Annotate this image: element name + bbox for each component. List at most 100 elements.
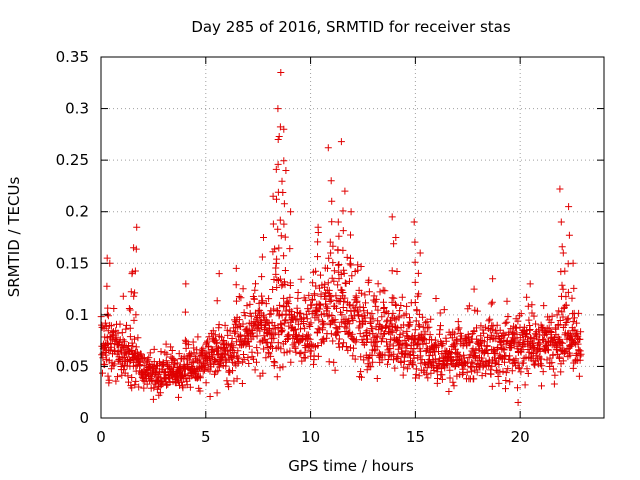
data-point [292,316,300,324]
data-point [286,347,294,355]
data-point [548,312,556,320]
data-point [545,324,553,332]
data-point [502,377,510,384]
data-point [274,225,282,233]
data-point [206,367,214,375]
chart-title: Day 285 of 2016, SRMTID for receiver sta… [191,18,511,36]
data-point [271,325,279,333]
data-point [512,324,520,332]
data-point [280,294,288,302]
data-point [203,339,211,347]
data-point [240,356,248,364]
data-point [291,344,299,352]
data-point [272,264,280,272]
data-point [334,281,342,289]
data-point [483,342,491,350]
data-point [470,328,478,336]
data-point [540,302,548,310]
data-point [550,380,558,388]
data-point [281,317,289,325]
data-point [409,361,417,369]
data-point [551,334,558,342]
data-point [168,347,176,354]
data-point [498,332,506,340]
y-tick-label: 0.1 [65,306,89,324]
data-point [525,316,533,324]
data-point [325,358,333,366]
data-point [372,302,380,310]
data-point [122,325,130,333]
data-point [441,364,449,372]
data-point [132,377,140,385]
data-point [269,220,277,228]
data-point [337,138,345,146]
data-point [403,327,411,335]
data-point [354,261,362,269]
data-point [196,356,204,364]
y-tick-label: 0.3 [65,100,89,118]
data-point [555,307,563,315]
data-point [101,319,109,327]
data-point [565,231,573,239]
data-point [372,295,380,303]
data-point [468,358,476,366]
data-point [341,294,349,302]
data-point [303,315,311,323]
data-point [163,381,170,389]
data-point [556,354,563,362]
data-point [260,345,268,353]
data-point [405,322,413,330]
data-point [181,336,189,344]
data-point [511,335,519,343]
data-point [363,366,371,374]
data-point [577,328,585,336]
data-point [107,343,115,351]
data-point [109,362,117,370]
y-tick-label: 0.05 [56,357,89,375]
data-point [559,313,567,321]
data-point [245,360,253,367]
data-point [330,277,338,285]
data-point [517,368,525,376]
data-point [259,369,267,377]
data-point [532,352,540,360]
data-point [348,272,356,280]
data-point [378,313,386,321]
data-point [325,254,333,262]
data-point [280,125,288,133]
data-point [524,302,532,310]
data-point [228,335,236,342]
x-tick-label: 5 [201,428,211,446]
data-point [120,366,128,374]
data-point [239,320,247,328]
data-point [275,277,282,284]
data-point [135,383,143,391]
data-point [368,310,376,318]
data-point [136,358,144,366]
data-point [577,350,585,358]
data-point [286,293,294,301]
data-point [104,372,112,380]
data-point [414,269,422,277]
data-point [294,309,301,316]
data-point [315,300,323,308]
data-point [103,254,111,262]
data-point [281,267,289,274]
data-point [142,359,150,367]
data-point [295,331,303,339]
data-point [420,334,428,342]
y-tick-labels: 0 0.05 0.1 0.15 0.2 0.25 0.3 0.35 [56,48,89,427]
data-point [412,374,419,382]
data-point [380,330,388,338]
data-point [513,330,521,338]
data-point [280,157,288,165]
data-point [128,384,136,392]
data-point [406,318,414,326]
data-point [339,207,347,215]
data-point [409,348,417,356]
data-point [434,364,442,372]
data-point [553,311,561,319]
data-point [458,332,465,340]
data-point [233,323,241,331]
data-point [426,331,434,339]
